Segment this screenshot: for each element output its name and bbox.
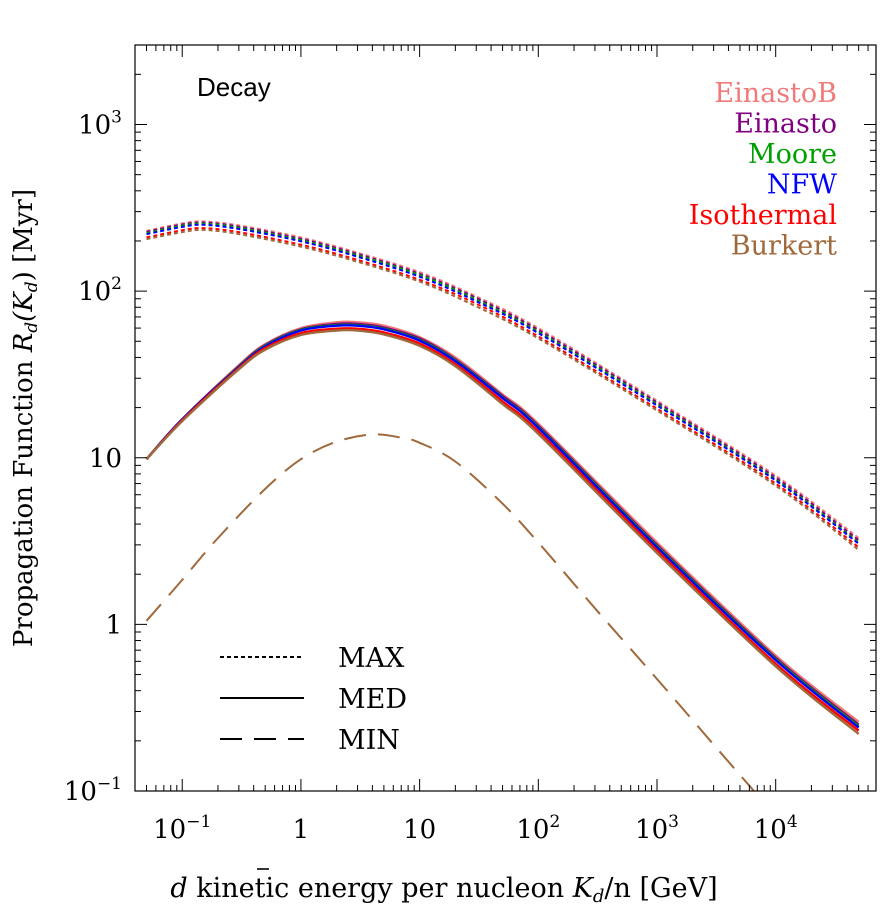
x-tick-label: 102 — [516, 812, 560, 845]
x-axis-label-tail: /n [GeV] — [604, 873, 717, 904]
x-tick-label: 1 — [293, 815, 310, 845]
style-legend: MAX MED MIN — [220, 643, 407, 756]
series-line-burkert-med — [145, 328, 860, 735]
y-axis-label-argument-subscript: d — [22, 281, 42, 292]
legend-style-label-med: MED — [338, 684, 407, 715]
series-line-isothermal-max — [146, 227, 860, 549]
y-tick-label-base: 10 — [78, 111, 111, 141]
x-tick-label-base: 10 — [403, 815, 436, 845]
y-axis-label-tail: ) [Myr] — [9, 189, 39, 281]
x-tick-label-exponent: 3 — [668, 812, 679, 832]
x-tick-label-base: 10 — [754, 815, 787, 845]
x-tick-label-base: 10 — [516, 815, 549, 845]
x-tick-label: 103 — [635, 812, 679, 845]
legend-profile-einasto: Einasto — [734, 109, 837, 140]
x-tick-label: 10−1 — [153, 812, 211, 845]
y-axis-label: Propagation Function Rd(Kd) [Myr] — [9, 189, 42, 647]
x-tick-label-base: 10 — [153, 815, 186, 845]
series-line-einasto-max — [146, 221, 860, 542]
ticks-layer — [134, 44, 877, 792]
y-axis-label-argument: (K — [9, 291, 39, 322]
y-tick-label-base: 10 — [64, 777, 97, 807]
y-tick-label-base: 10 — [89, 444, 122, 474]
legend-style-label-max: MAX — [338, 643, 405, 674]
legend-profile-isothermal: Isothermal — [689, 200, 837, 231]
y-tick-label-base: 10 — [78, 277, 111, 307]
series-line-burkert-min — [145, 433, 756, 791]
y-axis-label-subscript: d — [22, 322, 42, 333]
y-tick-label-exponent: 2 — [111, 274, 122, 294]
x-tick-label-exponent: 2 — [549, 812, 560, 832]
y-tick-label: 103 — [78, 108, 122, 141]
legend-style-label-min: MIN — [338, 725, 400, 756]
x-tick-label: 10 — [403, 815, 436, 845]
y-tick-label: 10 — [89, 444, 122, 474]
series-line-burkert-max — [146, 228, 860, 551]
x-axis-label-symbol: K — [572, 873, 595, 904]
x-tick-label-base: 10 — [635, 815, 668, 845]
y-tick-label: 10−1 — [64, 774, 122, 807]
x-tick-label-exponent: −1 — [186, 812, 211, 832]
x-axis-label-dbar: d — [170, 873, 187, 904]
series-layer — [145, 220, 860, 791]
y-axis-label-main: Propagation Function — [9, 360, 39, 647]
x-tick-label-exponent: 4 — [787, 812, 798, 832]
series-line-moore-max — [146, 222, 860, 544]
y-tick-label: 1 — [105, 610, 122, 640]
x-tick-label-base: 1 — [293, 815, 310, 845]
x-axis-label-main: kinetic energy per nucleon — [196, 873, 564, 904]
plot-frame — [134, 44, 877, 792]
y-tick-label-exponent: −1 — [97, 774, 122, 794]
legend-profile-burkert: Burkert — [731, 231, 837, 262]
y-tick-label-exponent: 3 — [111, 108, 122, 128]
x-tick-label: 104 — [754, 812, 798, 845]
series-line-nfw-max — [146, 223, 860, 545]
x-axis-label: d kinetic energy per nucleon Kd/n [GeV] — [170, 873, 717, 907]
decay-annotation: Decay — [197, 72, 271, 102]
y-tick-label-base: 1 — [105, 610, 122, 640]
x-axis-label-subscript: d — [593, 886, 605, 907]
y-axis-label-symbol: R — [9, 333, 39, 354]
series-line-einastob-max — [146, 220, 860, 539]
legend-profile-nfw: NFW — [767, 170, 837, 201]
legend-profile-moore: Moore — [748, 139, 837, 170]
y-tick-label: 102 — [78, 274, 122, 307]
legend-profile-einastob: EinastoB — [714, 78, 837, 109]
